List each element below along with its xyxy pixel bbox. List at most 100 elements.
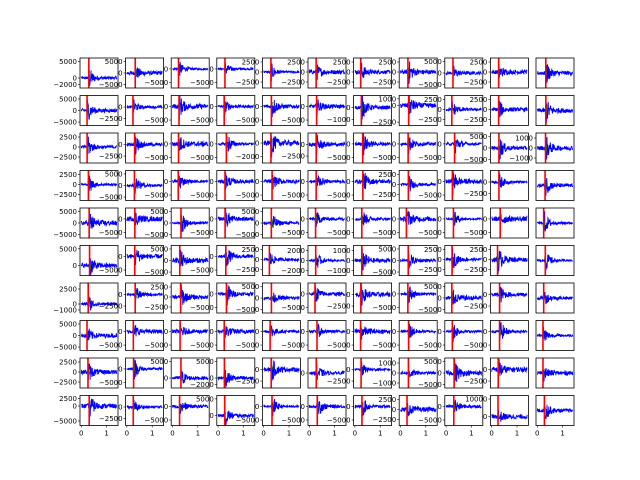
ytick-label: −2500: [373, 191, 397, 199]
ytick-label: 2500: [424, 96, 442, 104]
subplot-r5-c2: 5000 0 −5000: [145, 245, 210, 277]
ytick-label: 0: [118, 182, 122, 190]
ytick-label: 0: [255, 140, 259, 148]
axes-frame: [79, 357, 119, 389]
axes-frame: [489, 357, 529, 389]
signal-line: [308, 175, 346, 186]
subplot-r9-c3: 5000 0 0 1: [196, 395, 256, 438]
ytick-label: −2500: [99, 115, 123, 123]
ytick-label: −5000: [418, 342, 442, 350]
subplot-r8-c9: 0 −2500: [464, 357, 529, 389]
axes-frame: [125, 132, 164, 164]
ytick-label: −5000: [236, 417, 260, 425]
ytick-label: −5000: [373, 304, 397, 312]
ytick-label: −5000: [145, 231, 169, 239]
axes-frame: [307, 207, 347, 239]
xtick-label: 1: [287, 430, 291, 438]
ytick-label: 0: [118, 328, 122, 336]
signal-line: [217, 208, 254, 233]
plot-area: [217, 245, 254, 276]
axes-frame: [79, 282, 119, 314]
xtick-label: 0: [261, 430, 265, 438]
plot-area: [445, 208, 482, 238]
plot-area: [172, 133, 209, 163]
ytick-label: 2500: [59, 171, 77, 179]
ytick-label: 0: [301, 103, 305, 111]
subplot-r0-c6: 2500 0 −2500: [327, 57, 393, 89]
signal-line: [80, 363, 118, 380]
plot-area: [536, 133, 574, 163]
ytick-label: −2000: [53, 81, 77, 89]
plot-area: [400, 208, 437, 238]
ytick-label: 0: [437, 370, 441, 378]
signal-line: [400, 253, 437, 269]
plot-area: [126, 170, 163, 201]
subplot-r1-c3: 0 −5000: [190, 95, 256, 126]
ytick-label: 0: [73, 181, 77, 189]
axes-frame: [261, 357, 301, 389]
signal-line: [308, 64, 346, 80]
ytick-label: 5000: [105, 58, 123, 66]
ytick-label: −5000: [53, 418, 77, 426]
subplot-r5-c1: 0 −5000: [99, 245, 164, 276]
axes-frame: [444, 170, 484, 201]
axes-frame: [216, 170, 256, 201]
subplot-r6-c4: 5000 0 −5000: [236, 282, 301, 314]
ytick-label: −2500: [236, 378, 260, 386]
signal-line: [308, 323, 346, 338]
plot-area: [172, 245, 209, 276]
plot-area: [536, 283, 574, 313]
subplot-r1-c1: 0 −2500: [99, 95, 164, 126]
ytick-label: 5000: [242, 283, 260, 291]
axes-frame: [535, 170, 575, 201]
plot-area: [536, 95, 574, 126]
axes-frame: [307, 320, 347, 351]
plot-area: [263, 58, 300, 88]
signal-line: [491, 101, 528, 118]
ytick-label: −2500: [464, 190, 488, 198]
xtick-label: 1: [104, 430, 108, 438]
ytick-label: 5000: [105, 170, 123, 178]
ytick-label: 1000: [333, 247, 351, 255]
ytick-label: −5000: [418, 229, 442, 237]
plot-area: [536, 170, 574, 201]
ytick-label: −5000: [236, 306, 260, 314]
subplot-r2-c10: 1000 0 −1000: [509, 132, 575, 164]
axes-frame: [170, 95, 210, 126]
signal-line: [536, 101, 574, 123]
ytick-label: 0: [437, 178, 441, 186]
ytick-label: 0: [255, 295, 259, 303]
subplot-r7-c10: [535, 320, 575, 351]
signal-line: [308, 361, 346, 380]
ytick-label: −2500: [327, 79, 351, 87]
plot-area: [217, 133, 254, 163]
signal-line: [217, 172, 254, 191]
plot-area: [263, 358, 300, 388]
ytick-label: −2500: [281, 79, 305, 87]
plot-area: [217, 320, 254, 351]
ytick-label: 0: [392, 257, 396, 265]
ytick-label: −5000: [190, 154, 214, 162]
subplot-r6-c6: 0 −2500: [327, 282, 393, 314]
ytick-label: −1000: [327, 116, 351, 124]
ytick-label: 5000: [59, 95, 77, 103]
plot-area: [400, 395, 437, 426]
subplot-r3-c2: 0 −5000: [145, 170, 210, 201]
signal-line: [491, 286, 528, 303]
plot-area: [172, 283, 209, 313]
axes-frame: [125, 95, 164, 126]
ytick-label: −5000: [281, 417, 305, 425]
axes-frame: [216, 320, 256, 351]
ytick-label: −1000: [53, 307, 77, 315]
axes-frame: [353, 320, 393, 351]
ytick-label: −2500: [281, 153, 305, 161]
axes-frame: [216, 395, 256, 426]
signal-line: [217, 284, 254, 306]
ytick-label: −2000: [190, 381, 214, 389]
ytick-label: −5000: [236, 342, 260, 350]
ytick-label: 0: [346, 328, 350, 336]
ytick-label: 0: [164, 257, 168, 265]
ytick-label: 1000: [515, 135, 533, 143]
ytick-label: 2500: [59, 134, 77, 142]
